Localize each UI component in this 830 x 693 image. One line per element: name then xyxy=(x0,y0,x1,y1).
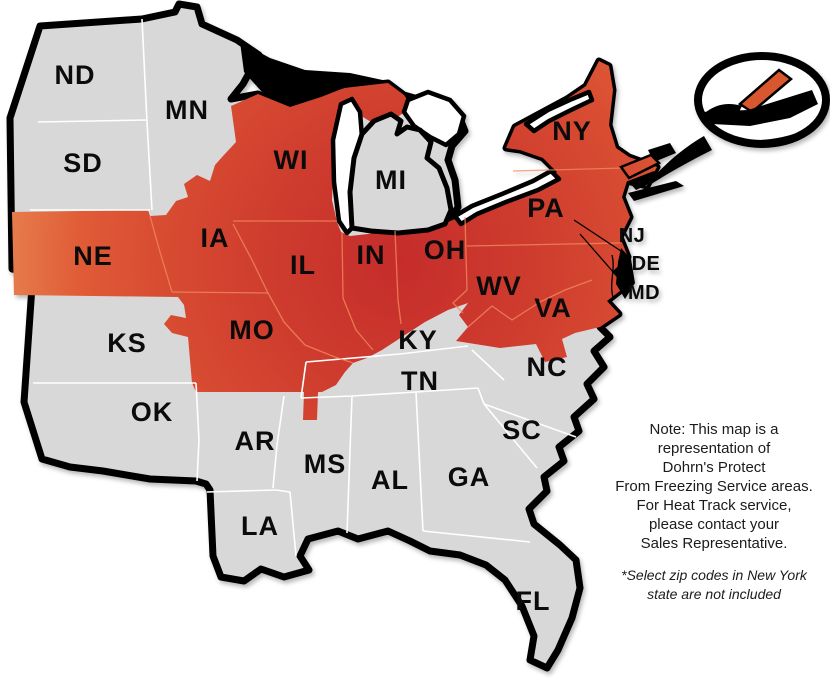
state-label-de: DE xyxy=(632,253,661,275)
footnote-line: *Select zip codes in New York xyxy=(621,567,807,583)
state-label-ar: AR xyxy=(235,426,276,456)
state-label-sc: SC xyxy=(502,415,542,445)
state-label-nc: NC xyxy=(527,352,568,382)
gray-state-borders xyxy=(30,18,577,557)
lake-erie xyxy=(452,168,562,227)
lake-huron xyxy=(401,89,467,148)
highlight-region xyxy=(12,61,657,420)
state-label-wi: WI xyxy=(274,145,309,175)
state-label-nd: ND xyxy=(55,60,96,90)
state-label-sd: SD xyxy=(63,148,103,178)
lake-ontario xyxy=(523,89,595,134)
state-label-ny: NY xyxy=(552,116,592,146)
callout-highlight-band xyxy=(737,68,794,114)
state-label-ga: GA xyxy=(448,462,491,492)
note-footnote: *Select zip codes in New York state are n… xyxy=(588,566,830,604)
state-label-il: IL xyxy=(290,250,316,280)
leader-line-md xyxy=(579,233,629,290)
leader-line-de xyxy=(573,219,631,258)
note-text: Note: This map is a representation of Dohr… xyxy=(588,420,830,553)
callout-tail xyxy=(645,136,712,188)
zoom-callout xyxy=(645,52,830,188)
note-block: Note: This map is a representation of Dohr… xyxy=(588,420,830,604)
callout-blob-main xyxy=(701,90,818,126)
state-label-nj: NJ xyxy=(619,225,646,247)
state-label-ne: NE xyxy=(73,241,113,271)
state-label-ms: MS xyxy=(304,449,347,479)
long-island xyxy=(628,181,684,201)
note-line: Note: This map is a xyxy=(649,421,779,438)
state-label-in: IN xyxy=(357,240,386,270)
callout-content xyxy=(701,68,818,141)
state-label-va: VA xyxy=(534,293,572,323)
note-line: representation of xyxy=(657,440,771,457)
state-michigan-lower xyxy=(347,111,454,236)
state-label-ia: IA xyxy=(201,223,230,253)
note-line: From Freezing Service areas. xyxy=(615,478,813,495)
state-label-wv: WV xyxy=(476,271,522,301)
delmarva-peninsula xyxy=(616,248,635,299)
state-label-al: AL xyxy=(371,465,409,495)
connecticut-strip xyxy=(619,153,662,180)
state-label-mn: MN xyxy=(165,95,209,125)
state-label-ks: KS xyxy=(107,328,147,358)
footnote-line: state are not included xyxy=(647,586,781,602)
chesapeake-bay-line xyxy=(611,254,615,301)
east-coast-detail xyxy=(573,143,684,301)
note-line: Sales Representative. xyxy=(640,535,788,552)
note-line: For Heat Track service, xyxy=(636,497,792,514)
note-line: Dohrn's Protect xyxy=(662,459,766,476)
map-group: ND SD MN WI MI NE IA IL IN OH MO KS KY TN OK AR LA MS AL GA… xyxy=(6,0,830,672)
state-label-mi: MI xyxy=(375,165,407,195)
state-label-la: LA xyxy=(241,511,279,541)
state-label-md: MD xyxy=(628,282,660,304)
lake-superior xyxy=(240,42,392,105)
state-label-oh: OH xyxy=(424,235,467,265)
state-label-mo: MO xyxy=(229,315,275,345)
coast-blob xyxy=(628,171,661,190)
state-label-fl: FL xyxy=(516,586,551,616)
state-label-ok: OK xyxy=(131,397,174,427)
note-line: please contact your xyxy=(648,516,780,533)
state-label-pa: PA xyxy=(527,193,565,223)
state-label-ky: KY xyxy=(398,325,438,355)
state-label-tn: TN xyxy=(401,366,439,396)
highlight-state-borders xyxy=(149,167,626,364)
state-labels: ND SD MN WI MI NE IA IL IN OH MO KS KY TN OK AR LA MS AL GA… xyxy=(55,60,661,616)
